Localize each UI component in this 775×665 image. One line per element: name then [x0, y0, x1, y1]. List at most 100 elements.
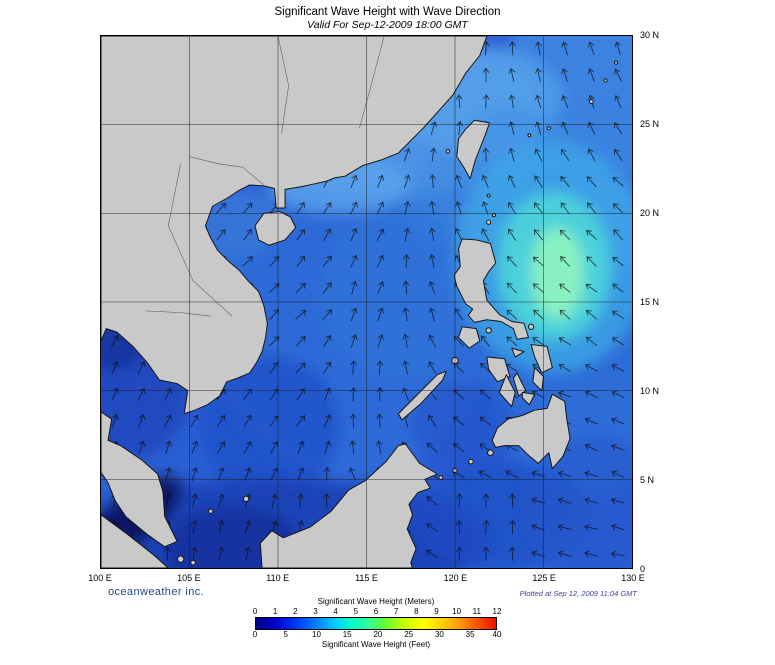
legend-feet-label: Significant Wave Height (Feet)	[321, 640, 431, 649]
wave-direction-arrow	[350, 227, 358, 242]
wave-direction-arrow	[614, 94, 622, 109]
wave-direction-arrow	[534, 175, 543, 188]
island-riau-2	[190, 559, 196, 566]
border-line	[167, 163, 233, 317]
wave-direction-arrow	[111, 387, 119, 401]
page-title: Significant Wave Height with Wave Direct…	[274, 6, 501, 18]
wave-direction-arrow	[110, 334, 119, 348]
wave-direction-arrow	[376, 254, 385, 268]
wave-direction-arrow	[585, 310, 598, 320]
island-marinduque	[485, 327, 492, 334]
wave-direction-arrow	[557, 470, 572, 478]
plotted-timestamp: Plotted at Sep 12, 2009 11:04 GMT	[519, 589, 637, 598]
wave-direction-arrow	[350, 280, 358, 295]
wave-direction-arrow	[535, 41, 542, 56]
wave-direction-arrow	[244, 520, 252, 534]
wave-direction-arrow	[137, 361, 146, 375]
wave-direction-arrow	[610, 497, 625, 504]
wave-direction-arrow	[559, 283, 571, 293]
wave-direction-arrow	[165, 467, 172, 481]
wave-direction-arrow	[614, 148, 623, 161]
wave-direction-arrow	[111, 360, 119, 375]
island-ryukyu-4	[603, 78, 608, 83]
wave-direction-arrow	[509, 493, 516, 508]
wave-direction-arrow	[350, 174, 358, 189]
feet-tick: 15	[342, 630, 352, 639]
wave-direction-arrow	[612, 283, 624, 293]
wave-direction-arrow	[614, 68, 622, 82]
wave-direction-arrow	[612, 256, 624, 267]
wave-direction-arrow	[531, 550, 545, 558]
wave-direction-arrow	[377, 174, 385, 189]
lat-tick-label: 25 N	[640, 119, 660, 129]
wave-direction-arrow	[532, 256, 544, 267]
wave-direction-arrow	[268, 336, 280, 347]
wave-direction-arrow	[557, 550, 572, 557]
wave-direction-arrow	[561, 68, 568, 82]
legend-meters-label: Significant Wave Height (Meters)	[317, 597, 435, 606]
wave-direction-arrow	[534, 94, 542, 109]
wave-direction-arrow	[584, 550, 599, 558]
wave-direction-arrow	[481, 228, 490, 241]
wave-direction-arrow	[478, 470, 492, 478]
landmass-panay	[486, 356, 511, 383]
wave-direction-arrow	[164, 546, 171, 561]
wave-direction-arrow	[560, 176, 570, 188]
feet-tick: 30	[434, 630, 444, 639]
wave-direction-arrow	[403, 253, 410, 269]
wave-direction-arrow	[271, 493, 278, 508]
wave-direction-arrow	[586, 256, 597, 267]
wave-direction-arrow	[532, 337, 545, 346]
wave-direction-arrow	[585, 336, 598, 347]
wave-direction-arrow	[428, 414, 437, 427]
wave-direction-arrow	[482, 519, 490, 535]
wave-direction-arrow	[403, 200, 411, 215]
wave-direction-arrow	[611, 417, 625, 425]
wave-direction-arrow	[323, 334, 332, 348]
wave-direction-arrow	[428, 254, 436, 269]
meters-tick: 6	[373, 607, 379, 616]
lat-tick-label: 0	[640, 564, 646, 574]
wave-direction-arrow	[507, 174, 516, 188]
lon-tick-label: 120 E	[443, 573, 468, 583]
island-ryukyu-1	[546, 126, 551, 131]
wave-direction-arrow	[559, 229, 571, 241]
wave-direction-arrow	[456, 546, 463, 561]
landmass-luzon	[453, 238, 529, 340]
wave-direction-arrow	[376, 201, 385, 215]
wave-direction-arrow	[243, 228, 252, 241]
feet-tick: 5	[283, 630, 288, 639]
wave-direction-arrow	[428, 227, 436, 242]
wave-direction-arrow	[297, 493, 304, 508]
wave-direction-arrow	[297, 467, 305, 481]
landmass-sumatra	[101, 514, 169, 568]
wave-direction-arrow	[376, 360, 384, 375]
wave-direction-arrow	[191, 466, 199, 481]
border-line	[189, 156, 265, 186]
wave-direction-arrow	[268, 283, 280, 294]
wave-direction-arrow	[453, 416, 465, 426]
wave-direction-arrow	[584, 524, 599, 531]
wave-direction-arrow	[296, 228, 305, 241]
wave-direction-arrow	[584, 390, 598, 399]
wave-map	[101, 36, 632, 568]
wave-direction-arrow	[532, 283, 544, 293]
wave-direction-arrow	[507, 255, 517, 267]
wave-height-shading	[322, 204, 482, 382]
wave-direction-arrow	[508, 546, 516, 561]
meters-tick: 9	[434, 607, 439, 616]
wave-direction-arrow	[561, 94, 569, 109]
wave-direction-arrow	[243, 388, 252, 401]
feet-tick: 35	[465, 630, 475, 639]
wave-direction-arrow	[295, 335, 306, 347]
wave-direction-arrow	[350, 201, 358, 215]
landmass-bohol	[521, 391, 536, 406]
wave-direction-arrow	[482, 546, 490, 561]
wave-direction-arrow	[295, 362, 306, 374]
wave-direction-arrow	[243, 441, 252, 454]
wave-direction-arrow	[507, 201, 517, 215]
wave-direction-arrow	[614, 41, 621, 56]
wave-direction-arrow	[349, 440, 357, 455]
wave-direction-arrow	[190, 414, 199, 428]
